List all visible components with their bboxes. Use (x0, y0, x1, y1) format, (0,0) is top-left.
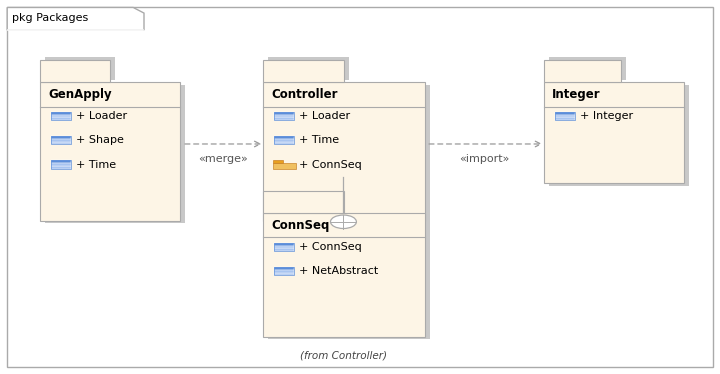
Bar (263, 191, 344, 213)
Bar (268, 85, 430, 223)
Bar (51, 139, 71, 142)
Bar (544, 60, 621, 82)
Text: + Time: + Time (76, 160, 116, 169)
Text: + Loader: + Loader (299, 111, 350, 121)
Bar (555, 115, 575, 117)
Text: + Shape: + Shape (76, 135, 123, 145)
Bar (51, 142, 71, 144)
Bar (274, 112, 294, 120)
Bar (40, 82, 180, 221)
Text: + ConnSeq: + ConnSeq (299, 160, 361, 169)
Bar (274, 117, 294, 120)
Bar (263, 82, 425, 221)
Text: GenApply: GenApply (48, 88, 112, 101)
Text: «merge»: «merge» (198, 154, 248, 164)
Text: «import»: «import» (459, 154, 509, 164)
Text: + Integer: + Integer (580, 111, 633, 121)
Bar (555, 117, 575, 120)
Text: + Loader: + Loader (76, 111, 127, 121)
Bar (274, 112, 294, 115)
Bar (274, 273, 294, 275)
Text: Controller: Controller (271, 88, 338, 101)
Bar (40, 60, 110, 82)
Circle shape (330, 215, 356, 229)
Bar (51, 166, 71, 169)
Bar (272, 163, 297, 169)
Bar (549, 57, 626, 80)
Bar (51, 112, 71, 120)
Bar (274, 136, 294, 139)
Bar (555, 112, 575, 120)
Bar (268, 188, 348, 211)
Bar (274, 248, 294, 251)
Bar (45, 85, 185, 223)
Bar (274, 142, 294, 144)
Bar (268, 57, 348, 80)
Bar (549, 85, 689, 186)
Bar (51, 160, 71, 169)
Bar (274, 139, 294, 142)
Bar (51, 163, 71, 166)
Bar (263, 60, 344, 82)
Bar (544, 82, 684, 183)
Bar (274, 136, 294, 144)
Text: ConnSeq: ConnSeq (271, 219, 330, 232)
Bar (51, 112, 71, 115)
Bar (274, 270, 294, 273)
Bar (268, 216, 430, 339)
Bar (51, 160, 71, 163)
Bar (45, 57, 115, 80)
Text: + Time: + Time (299, 135, 339, 145)
Polygon shape (7, 7, 144, 30)
Text: Integer: Integer (552, 88, 601, 101)
Bar (51, 117, 71, 120)
Text: + NetAbstract: + NetAbstract (299, 266, 378, 276)
Bar (555, 112, 575, 115)
Bar (274, 115, 294, 117)
Bar (274, 243, 294, 246)
Bar (51, 136, 71, 144)
Bar (274, 243, 294, 251)
Bar (274, 267, 294, 275)
Bar (274, 267, 294, 270)
Text: (from Controller): (from Controller) (300, 351, 387, 361)
Bar (263, 213, 425, 337)
Text: + ConnSeq: + ConnSeq (299, 242, 361, 252)
Bar (274, 246, 294, 248)
Bar (51, 136, 71, 139)
Bar (51, 115, 71, 117)
Bar (272, 160, 283, 163)
Text: pkg Packages: pkg Packages (12, 13, 88, 22)
